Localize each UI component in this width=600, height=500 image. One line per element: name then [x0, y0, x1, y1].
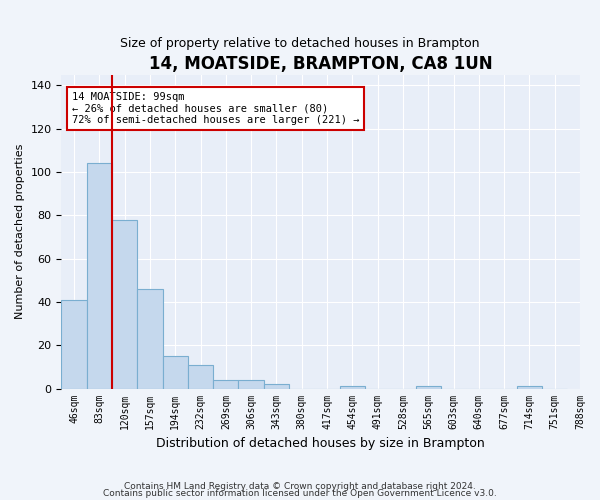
- Bar: [238, 380, 264, 388]
- Title: 14, MOATSIDE, BRAMPTON, CA8 1UN: 14, MOATSIDE, BRAMPTON, CA8 1UN: [149, 55, 493, 73]
- Bar: [87, 164, 112, 388]
- Bar: [517, 386, 542, 388]
- Bar: [213, 380, 238, 388]
- Bar: [137, 289, 163, 388]
- Bar: [264, 384, 289, 388]
- Bar: [188, 364, 213, 388]
- Text: 14 MOATSIDE: 99sqm
← 26% of detached houses are smaller (80)
72% of semi-detache: 14 MOATSIDE: 99sqm ← 26% of detached hou…: [72, 92, 359, 125]
- Y-axis label: Number of detached properties: Number of detached properties: [15, 144, 25, 319]
- Bar: [163, 356, 188, 388]
- Bar: [112, 220, 137, 388]
- Text: Contains public sector information licensed under the Open Government Licence v3: Contains public sector information licen…: [103, 489, 497, 498]
- Bar: [416, 386, 441, 388]
- X-axis label: Distribution of detached houses by size in Brampton: Distribution of detached houses by size …: [157, 437, 485, 450]
- Text: Contains HM Land Registry data © Crown copyright and database right 2024.: Contains HM Land Registry data © Crown c…: [124, 482, 476, 491]
- Bar: [340, 386, 365, 388]
- Bar: [61, 300, 87, 388]
- Text: Size of property relative to detached houses in Brampton: Size of property relative to detached ho…: [120, 38, 480, 51]
